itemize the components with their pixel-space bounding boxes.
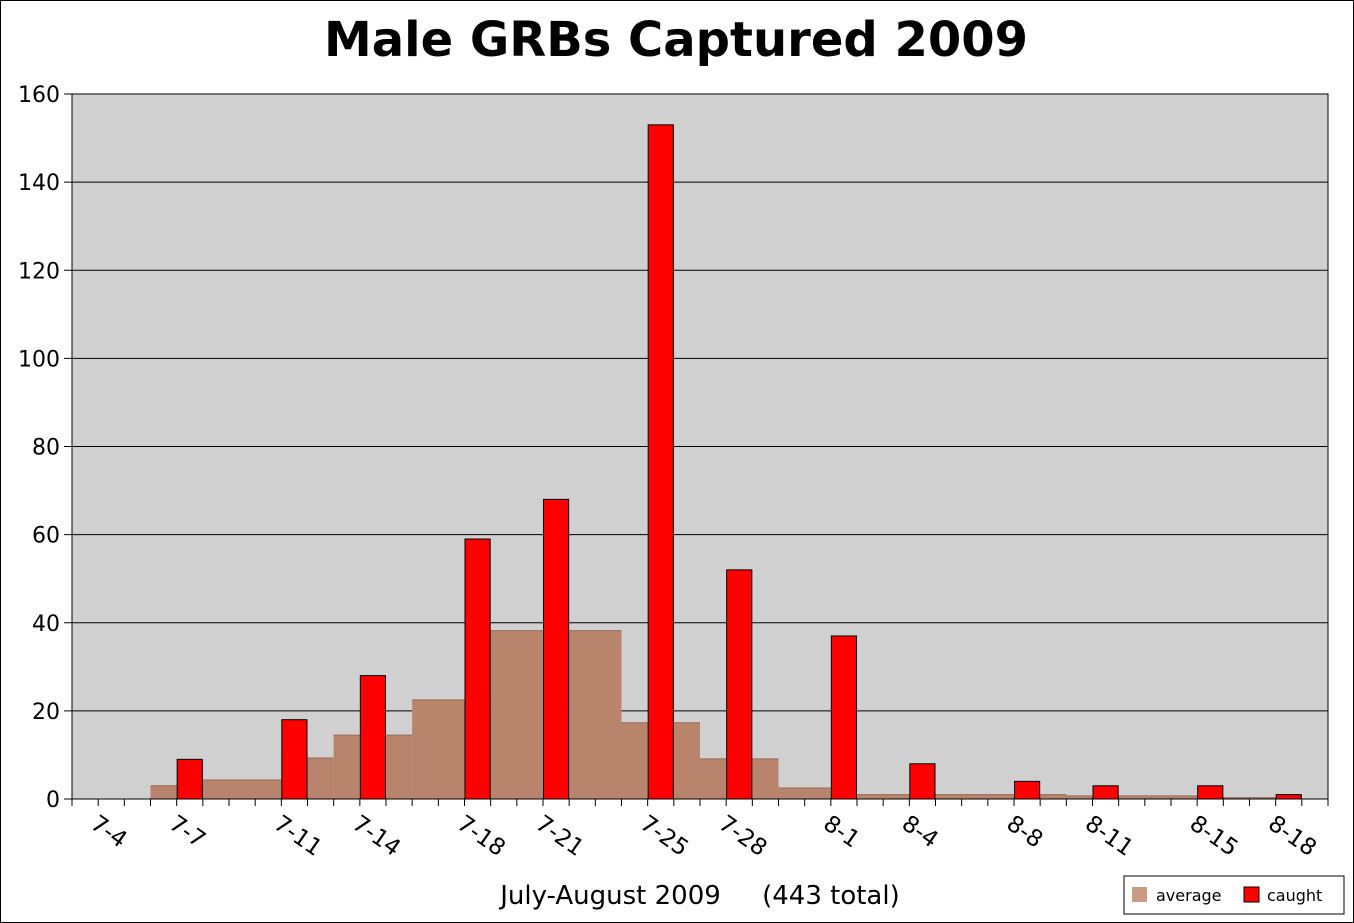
y-tick-label: 100 xyxy=(18,347,60,372)
x-axis-label: July-August 2009 (443 total) xyxy=(498,881,899,911)
caught-bar xyxy=(281,719,308,800)
legend-box xyxy=(1123,875,1345,915)
caught-bar xyxy=(909,763,936,800)
average-bin xyxy=(1144,795,1224,799)
caught-bar xyxy=(1197,785,1224,800)
y-tick-label: 40 xyxy=(32,612,60,637)
legend-swatch-average xyxy=(1132,887,1147,902)
legend-label-average: average xyxy=(1156,886,1222,905)
average-bin xyxy=(202,780,282,799)
y-tick-label: 20 xyxy=(32,700,60,725)
legend-label-caught: caught xyxy=(1267,886,1322,905)
chart-title: Male GRBs Captured 2009 xyxy=(324,12,1028,68)
caught-bar xyxy=(1014,780,1041,800)
caught-bar xyxy=(359,675,387,800)
caught-series xyxy=(176,124,1302,800)
average-bin xyxy=(778,787,857,799)
average-bin xyxy=(857,794,936,799)
caught-bar xyxy=(726,569,753,800)
average-bin xyxy=(569,630,622,799)
caught-bar xyxy=(1275,794,1302,800)
y-tick-label: 60 xyxy=(32,524,60,549)
y-axis: 0 20 40 60 80 100 120 140 160 xyxy=(18,83,73,813)
y-tick-label: 120 xyxy=(18,259,60,284)
caught-bar xyxy=(543,498,570,800)
caught-bar xyxy=(176,758,203,800)
average-bin xyxy=(935,794,988,799)
y-tick-label: 80 xyxy=(32,436,60,461)
legend: average caught xyxy=(1123,875,1345,915)
average-bin xyxy=(1223,797,1276,799)
y-tick-label: 140 xyxy=(18,171,60,196)
y-tick-label: 160 xyxy=(18,83,60,108)
caught-bar xyxy=(464,538,491,800)
gridlines xyxy=(72,181,1328,712)
caught-bar xyxy=(830,635,857,800)
caught-bar xyxy=(647,124,674,800)
legend-swatch-caught xyxy=(1243,886,1260,903)
y-tick-label: 0 xyxy=(46,788,60,813)
caught-bar xyxy=(1092,785,1119,800)
